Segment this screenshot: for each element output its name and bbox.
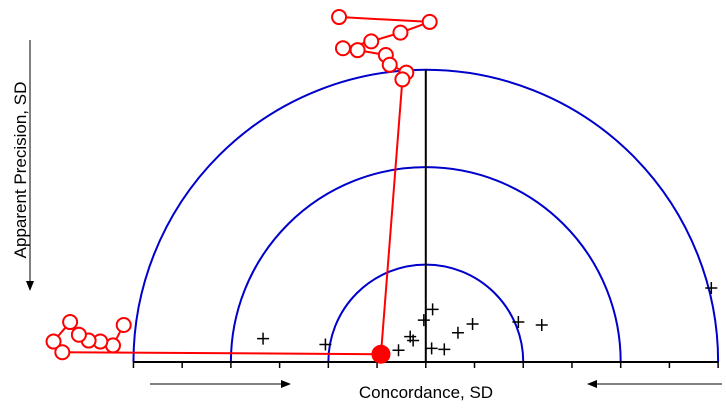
plus-point: [512, 316, 525, 329]
trail-point: [62, 314, 79, 331]
trail-point: [421, 13, 438, 30]
trail-point: [394, 71, 411, 88]
y-axis-label: Apparent Precision, SD: [11, 82, 30, 259]
trail-point: [381, 56, 398, 73]
link: [379, 79, 404, 355]
plus-point: [535, 318, 548, 331]
plus-point: [392, 344, 405, 357]
plus-point: [407, 334, 420, 347]
filled-point: [371, 344, 391, 364]
plus-point: [705, 281, 718, 294]
trail-point: [54, 344, 71, 361]
plus-point: [257, 332, 270, 345]
plus-point: [319, 338, 332, 351]
plus-point: [426, 303, 439, 316]
plus-point: [425, 342, 438, 355]
plus-point: [466, 317, 479, 330]
trail-point: [334, 40, 351, 57]
trail-point: [349, 42, 366, 59]
trail-point: [70, 326, 87, 343]
plus-point: [438, 343, 451, 356]
plus-point: [451, 326, 464, 339]
x-axis-label: Concordance, SD: [359, 383, 493, 402]
trail-point: [331, 9, 348, 26]
trail-point: [45, 333, 62, 350]
trail-point: [115, 316, 132, 333]
plus-point: [417, 314, 430, 327]
trail-point: [363, 33, 380, 50]
trail-point: [392, 24, 409, 41]
